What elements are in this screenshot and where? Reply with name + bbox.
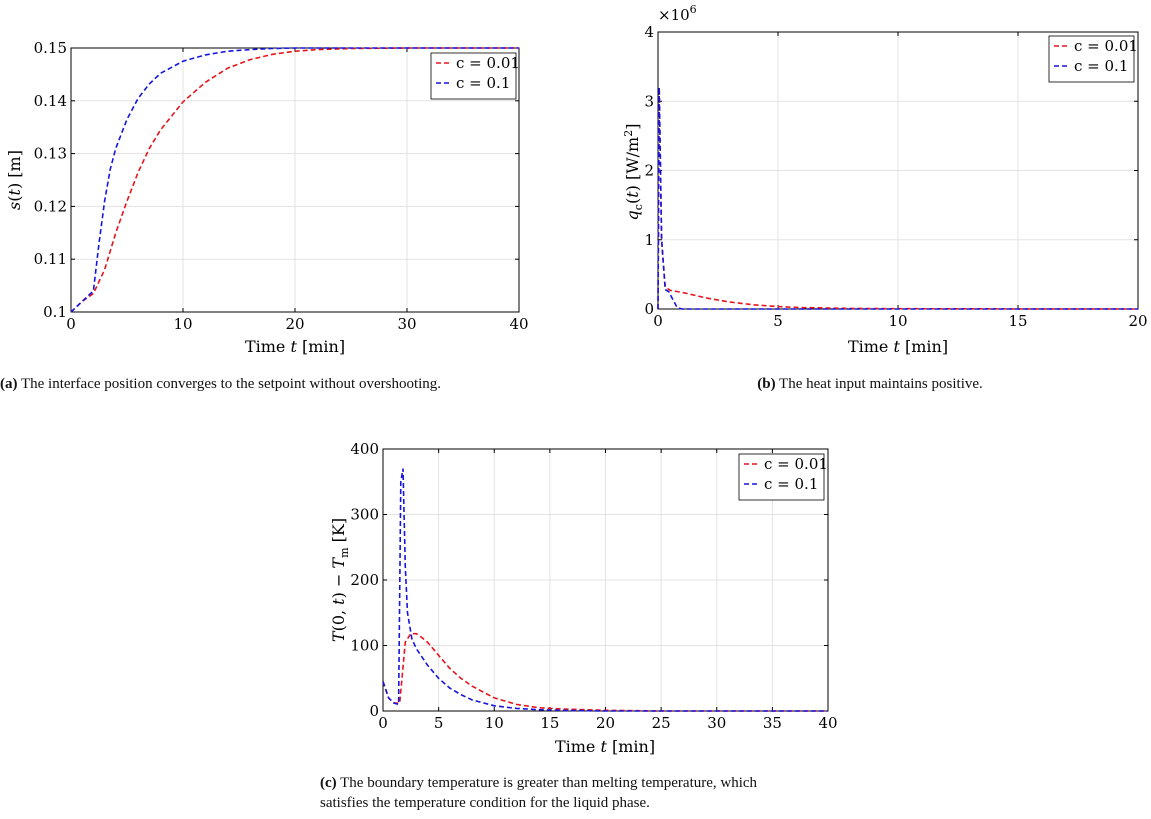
x-tick-label: 30 (707, 714, 726, 732)
y-tick-label: 0.11 (34, 250, 67, 268)
legend-label: c = 0.1 (764, 475, 818, 493)
legend-label: c = 0.1 (456, 74, 510, 92)
caption-a: (a) The interface position converges to … (0, 374, 580, 394)
x-tick-label: 10 (888, 312, 907, 330)
y-tick-label: 0 (369, 702, 379, 720)
x-tick-label: 20 (1128, 312, 1147, 330)
x-tick-label: 20 (596, 714, 615, 732)
y-tick-label: 2 (644, 162, 654, 180)
chart-b-exponent: ×106 (658, 3, 697, 24)
caption-b: (b) The heat input maintains positive. (620, 374, 1120, 394)
legend-label: c = 0.01 (764, 455, 828, 473)
caption-b-text: The heat input maintains positive. (775, 376, 983, 392)
x-tick-label: 0 (66, 315, 76, 333)
x-tick-label: 5 (434, 714, 444, 732)
y-tick-label: 300 (350, 506, 379, 524)
chart-a-ylabel: s(t) [m] (5, 150, 24, 210)
y-tick-label: 3 (644, 92, 654, 110)
caption-c-text2: satisfies the temperature condition for … (320, 795, 650, 811)
x-tick-label: 40 (509, 315, 528, 333)
caption-b-tag: (b) (757, 376, 776, 392)
x-tick-label: 20 (285, 315, 304, 333)
y-tick-label: 200 (350, 571, 379, 589)
x-tick-label: 30 (397, 315, 416, 333)
series-line (657, 87, 1138, 310)
chart-b-xlabel: Time t [min] (848, 337, 948, 356)
series-line (70, 47, 519, 313)
legend-box (430, 52, 517, 100)
y-tick-label: 0.1 (43, 303, 67, 321)
chart-a-legend: c = 0.01 c = 0.1 (430, 52, 520, 100)
chart-c-legend: c = 0.01 c = 0.1 (738, 453, 828, 501)
x-tick-label: 35 (763, 714, 782, 732)
series-line (382, 468, 828, 712)
caption-a-tag: (a) (0, 376, 18, 392)
y-tick-label: 0.15 (34, 39, 67, 57)
series-line (382, 632, 828, 712)
chart-c-xlabel: Time t [min] (555, 737, 655, 756)
chart-b-ylabel: qc(t) [W/m2] (622, 124, 645, 221)
x-tick-label: 15 (540, 714, 559, 732)
chart-b-ticks: 0 5 10 15 20 0 1 2 3 4 (644, 23, 1147, 330)
series-line (70, 47, 519, 313)
chart-a: 0 10 20 30 40 0.1 0.11 0.12 0.13 0.14 0.15 c = 0.0… (5, 39, 529, 356)
x-tick-label: 10 (173, 315, 192, 333)
caption-c-tag: (c) (320, 775, 337, 791)
y-tick-label: 100 (350, 637, 379, 655)
x-tick-label: 0 (653, 312, 663, 330)
x-tick-label: 0 (378, 714, 388, 732)
chart-b: 0 5 10 15 20 0 1 2 3 4 c = 0.01 c = 0.1 ×106 Time … (622, 3, 1148, 356)
chart-c-ylabel: T(0, t) − Tm [K] (329, 518, 351, 642)
y-tick-label: 4 (644, 23, 654, 41)
y-tick-label: 1 (644, 231, 654, 249)
legend-label: c = 0.01 (1074, 37, 1138, 55)
chart-b-lines (657, 87, 1139, 310)
x-tick-label: 10 (485, 714, 504, 732)
legend-box (738, 453, 825, 501)
chart-a-ticks: 0 10 20 30 40 0.1 0.11 0.12 0.13 0.14 0.15 (34, 39, 529, 333)
chart-a-lines (70, 47, 519, 313)
chart-c-lines (382, 468, 828, 712)
x-tick-label: 5 (773, 312, 783, 330)
x-tick-label: 25 (652, 714, 671, 732)
y-tick-label: 400 (350, 440, 379, 458)
legend-box (1048, 35, 1135, 83)
y-tick-label: 0 (644, 300, 654, 318)
caption-a-text: The interface position converges to the … (17, 376, 442, 392)
y-tick-label: 0.12 (34, 197, 67, 215)
legend-label: c = 0.01 (456, 54, 520, 72)
chart-b-legend: c = 0.01 c = 0.1 (1048, 35, 1138, 83)
y-tick-label: 0.14 (34, 92, 67, 110)
chart-a-xlabel: Time t [min] (245, 337, 345, 356)
caption-c-text: The boundary temperature is greater than… (336, 775, 758, 791)
caption-c: (c) The boundary temperature is greater … (320, 773, 880, 813)
x-tick-label: 15 (1008, 312, 1027, 330)
x-tick-label: 40 (818, 714, 837, 732)
y-tick-label: 0.13 (34, 145, 67, 163)
legend-label: c = 0.1 (1074, 57, 1128, 75)
